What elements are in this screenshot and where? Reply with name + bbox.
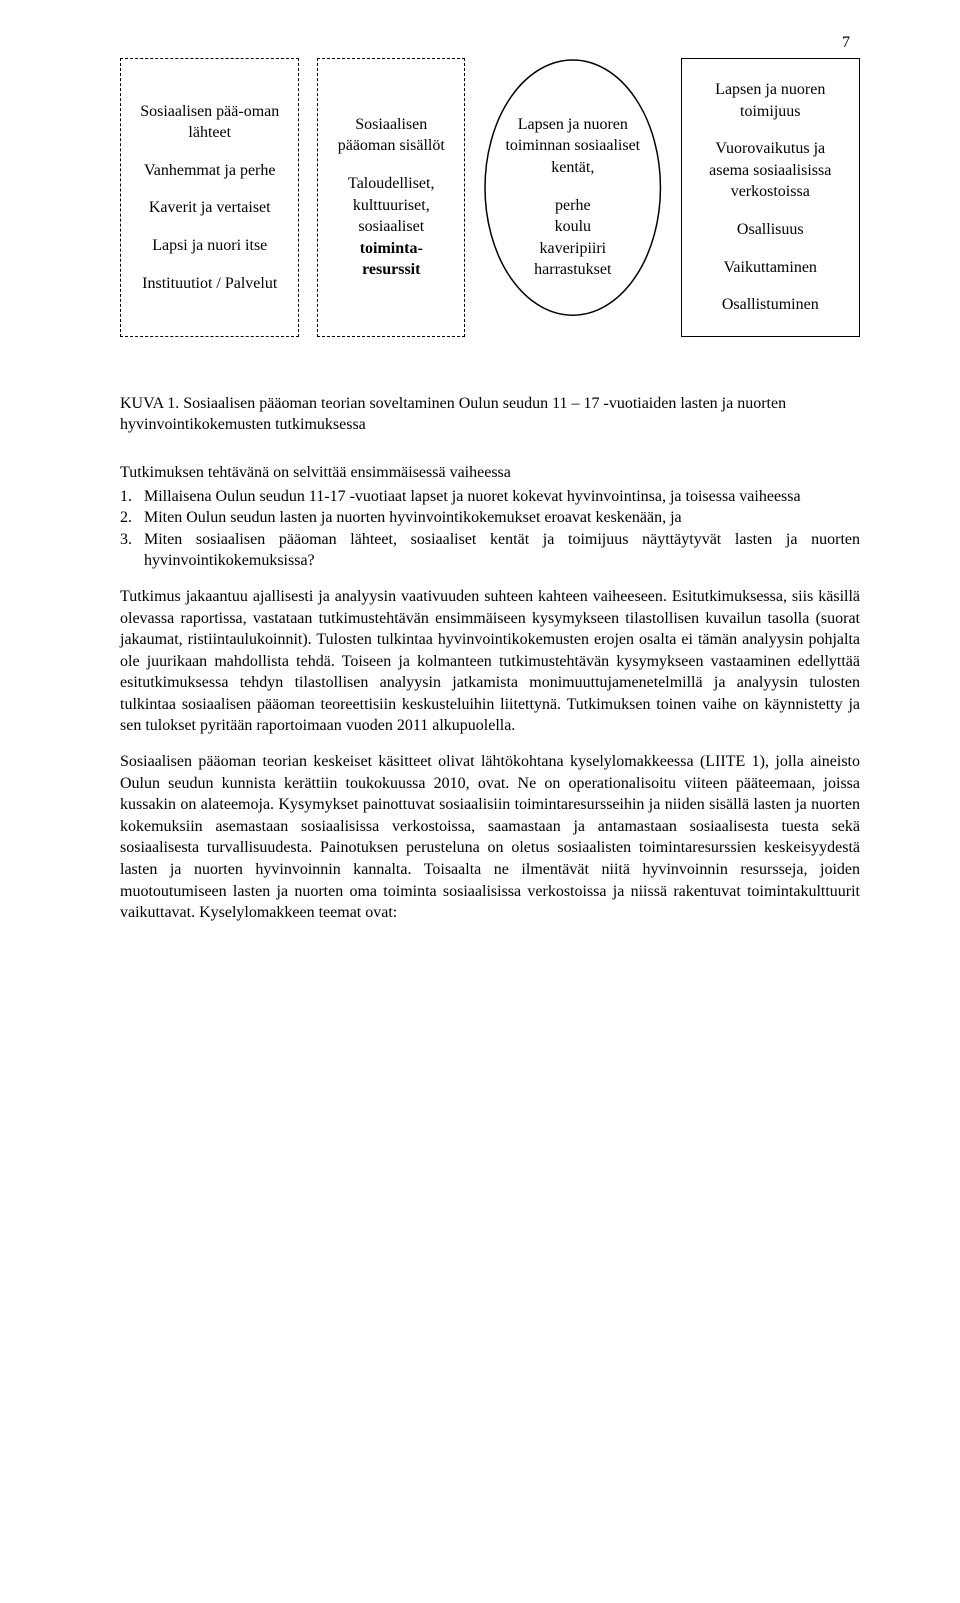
diagram-box-fields: Lapsen ja nuoren toiminnan sosiaaliset k… [483, 58, 662, 337]
page-number: 7 [842, 34, 850, 52]
figure-caption: KUVA 1. Sosiaalisen pääoman teorian sove… [120, 393, 860, 436]
box-b-item: Taloudelliset, kulttuuriset, sosiaaliset… [334, 173, 448, 281]
list-item-text: Miten Oulun seudun lasten ja nuorten hyv… [144, 509, 682, 526]
box-b-text: Taloudelliset, kulttuuriset, sosiaaliset [348, 175, 434, 235]
box-b-bold: toiminta-resurssit [360, 240, 423, 279]
list-item: 3.Miten sosiaalisen pääoman lähteet, sos… [120, 529, 860, 572]
box-a-item: Vanhemmat ja perhe [137, 160, 282, 182]
intro-line: Tutkimuksen tehtävänä on selvittää ensim… [120, 462, 860, 484]
body-paragraph: Tutkimus jakaantuu ajallisesti ja analyy… [120, 586, 860, 737]
box-c-title: Lapsen ja nuoren toiminnan sosiaaliset k… [505, 114, 640, 179]
box-d-item: Osallistuminen [698, 294, 843, 316]
box-c-item: perhe [505, 195, 640, 217]
box-d-item: Vaikuttaminen [698, 257, 843, 279]
numbered-list: 1.Millaisena Oulun seudun 11-17 -vuotiaa… [120, 486, 860, 572]
page: 7 Sosiaalisen pää-oman lähteet Vanhemmat… [0, 0, 960, 978]
box-d-item: Vuorovaikutus ja asema sosiaalisissa ver… [698, 138, 843, 203]
box-a-title: Sosiaalisen pää-oman lähteet [137, 101, 282, 144]
diagram-box-sources: Sosiaalisen pää-oman lähteet Vanhemmat j… [120, 58, 299, 337]
list-item: 1.Millaisena Oulun seudun 11-17 -vuotiaa… [120, 486, 860, 508]
box-c-item: koulu [505, 216, 640, 238]
box-a-item: Lapsi ja nuori itse [137, 235, 282, 257]
box-d-title: Lapsen ja nuoren toimijuus [698, 79, 843, 122]
list-item: 2.Miten Oulun seudun lasten ja nuorten h… [120, 507, 860, 529]
list-item-text: Millaisena Oulun seudun 11-17 -vuotiaat … [144, 488, 801, 505]
list-item-text: Miten sosiaalisen pääoman lähteet, sosia… [144, 531, 860, 570]
box-a-item: Instituutiot / Palvelut [137, 273, 282, 295]
body-paragraph: Sosiaalisen pääoman teorian keskeiset kä… [120, 751, 860, 924]
box-c-item: harrastukset [505, 259, 640, 281]
diagram-box-agency: Lapsen ja nuoren toimijuus Vuorovaikutus… [681, 58, 860, 337]
box-c-item: kaveripiiri [505, 238, 640, 260]
box-a-item: Kaverit ja vertaiset [137, 197, 282, 219]
box-b-title: Sosiaalisen pääoman sisällöt [334, 114, 448, 157]
concept-diagram: Sosiaalisen pää-oman lähteet Vanhemmat j… [120, 58, 860, 337]
diagram-box-contents: Sosiaalisen pääoman sisällöt Taloudellis… [317, 58, 465, 337]
box-d-item: Osallisuus [698, 219, 843, 241]
